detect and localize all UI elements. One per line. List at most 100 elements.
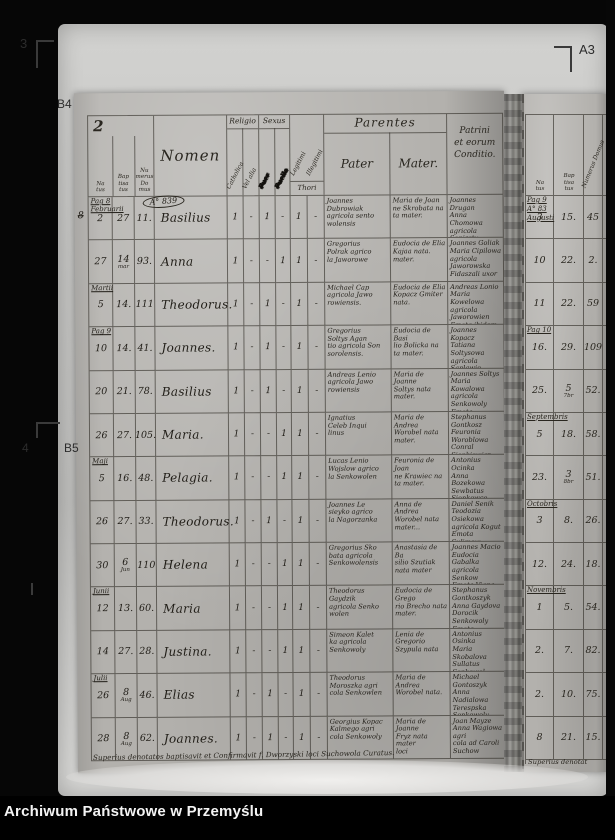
sexus-subcolumns: Puer Puella: [257, 128, 290, 196]
parentes-subcolumns: Pater Mater.: [324, 132, 446, 195]
cell-mark: 1: [260, 282, 277, 327]
month-note: Pag 9 A° 83 Augusti: [527, 196, 555, 222]
crop-bracket-top-right-v: [570, 46, 572, 72]
cell-mark: 1: [293, 673, 311, 717]
cell-mater: Maria de Joanne Soltys nata mater.: [391, 368, 449, 413]
cell-baptisatus: 21.: [113, 370, 136, 414]
cell-mark: 1: [260, 326, 277, 370]
month-note: Julii: [93, 674, 108, 683]
cell-mark: 1: [292, 586, 311, 630]
table-body: Pag 8 Februarii A° 839 8 2 27 11. Basilius …: [78, 194, 507, 762]
cell-mark: 1: [277, 542, 293, 587]
margin-note: 8: [77, 210, 84, 222]
table-header: 2 Na tus Bap tisa tus Nu merus Do mus No…: [87, 112, 504, 198]
cell-nomen: Pelagia.: [156, 456, 230, 501]
cell-mark: 1: [228, 283, 245, 327]
cell-mark: -: [309, 586, 328, 630]
cell-domus: 93.: [134, 240, 156, 284]
cell-patrini: Joannes Goliak Maria Cipilowa agricola J…: [447, 238, 504, 282]
cell-domus: 45: [584, 196, 603, 240]
cell-domus: 52.: [584, 369, 603, 413]
cell-mark: 1: [292, 499, 310, 543]
cell-mark: 1: [291, 412, 310, 457]
cell-natus: 10: [526, 239, 554, 283]
cell-mark: -: [259, 239, 277, 283]
cell-mark: -: [245, 456, 262, 500]
cell-mater: Eudocia de Basi lio Bolicka na ta mater.: [391, 325, 449, 369]
cell-pater: Gregorius Soltys Agan tio agricola Son s…: [325, 325, 392, 370]
cell-natus: 2.: [526, 673, 554, 717]
cell-natus: 14: [91, 630, 116, 675]
cell-natus: Pag 9 A° 83 Augusti 3: [526, 196, 555, 240]
cell-baptisatus: 24.: [554, 543, 584, 587]
header-sexus-group: Sexus Puer Puella: [257, 114, 291, 196]
month-note: Pag 10: [527, 326, 552, 335]
cell-mater: Anastasia de Ba silio Szutiak nata mater: [392, 542, 450, 586]
cell-baptisatus: 27.: [113, 413, 137, 458]
frame-tick-left: [31, 583, 33, 595]
cell-baptisatus: 10.: [554, 673, 584, 717]
register-page: 2 Na tus Bap tisa tus Nu merus Do mus No…: [73, 90, 509, 774]
header-puella-scribbled: Puella: [272, 167, 290, 191]
cell-mark: 1: [259, 196, 276, 240]
cell-baptisatus: 3 8br: [554, 456, 584, 500]
cell-mark: -: [261, 543, 278, 587]
cell-mark: 1: [229, 499, 246, 544]
cell-domus: 58.: [584, 412, 603, 457]
cell-pater: Simeon Kalet ka agricola Senkowoly: [327, 629, 394, 673]
cell-patrini: Stephanus Gontkoszyk Anna Gaydova Doroci…: [449, 585, 506, 629]
cell-patrini: Daniel Senik Teodozia Osiekowa agricola …: [449, 498, 505, 543]
cell-mark: -: [261, 456, 278, 500]
cell-domus: 33.: [136, 500, 157, 544]
cell-mater: Feuronia de Joan ne Krawiec na ta mater.: [392, 455, 450, 500]
cell-mark: -: [244, 413, 262, 457]
cell-natus: 12.: [526, 543, 554, 587]
cell-patrini: Joan Mayze Anna Wagiowa agri cola ad Car…: [450, 715, 506, 759]
cell-cut: [603, 630, 606, 674]
cell-baptisatus: 18.: [554, 412, 584, 457]
header-natus: Na tus: [96, 180, 105, 193]
thori-labels: Legitimi Illegitimi: [289, 115, 324, 182]
cell-mark: -: [243, 196, 260, 240]
cell-pater: Gregorius Sko bata agricola Senkowolensi…: [326, 542, 393, 587]
cell-mark: 1: [275, 239, 292, 283]
cell-mark: 1: [227, 196, 244, 240]
header-pater: Pater: [324, 132, 391, 195]
month-note: Pag 9: [91, 327, 112, 336]
header-velalia: Vel alia: [241, 166, 259, 191]
cell-natus: Junii 12: [90, 587, 116, 631]
cell-mark: -: [309, 542, 327, 587]
adjacent-table: Na tus Bap tisa tus Numerus Domus Pag 9 …: [525, 114, 607, 766]
cell-mark: -: [245, 586, 263, 631]
adjacent-header: Na tus Bap tisa tus Numerus Domus: [525, 114, 607, 196]
cell-pater: Theodorus Gaydzik agricola Senko wolen: [326, 585, 394, 630]
month-note: Octobris: [527, 499, 558, 508]
cell-pater: Michael Cap agricola Jawo rowiensis.: [325, 282, 392, 326]
cell-baptisatus: 22.: [554, 239, 584, 283]
cell-baptisatus: 29.: [554, 326, 584, 370]
cell-mark: 1: [277, 456, 293, 500]
cell-domus: 78.: [135, 370, 156, 414]
cell-domus: 54.: [584, 586, 603, 630]
cell-mark: -: [260, 412, 278, 457]
crop-bracket-top-left-v: [36, 40, 38, 68]
adjacent-body: Pag 9 A° 83 Augusti 3 15. 45 10 22. 2. 11…: [525, 196, 607, 764]
cell-mater: Eudocia de Elia Kopacz Gmiter nata.: [391, 281, 449, 326]
cell-natus: Maji 5: [90, 457, 115, 501]
cell-patrini: Antonius Ocinka Anna Bozekowa Sewbatus S…: [449, 454, 505, 499]
cell-mater: Eudocia de Elia Kajaa nata. mater.: [390, 238, 449, 283]
cell-domus: 26.: [584, 499, 603, 543]
frame-marker-a3: A3: [579, 42, 595, 57]
cell-cut: [603, 370, 606, 413]
cell-baptisatus: 14 mar: [112, 240, 136, 284]
cell-domus: 15.: [584, 716, 603, 760]
adjacent-footnote: Superius denotat: [528, 758, 588, 766]
page-bottom-highlight: [66, 760, 588, 794]
cell-mark: 1: [291, 326, 309, 370]
header-patrini-label: Patrini et eorum Conditio.: [454, 125, 496, 161]
cell-mater: Maria de Joan ne Skrobata na ta mater.: [390, 195, 448, 239]
cell-pater: Andreas Lenio agricola Jawo rowiensis: [325, 368, 392, 413]
cell-nomen: Theodorus.: [155, 283, 233, 327]
cell-cut: [603, 196, 606, 240]
cell-mark: -: [261, 586, 279, 630]
